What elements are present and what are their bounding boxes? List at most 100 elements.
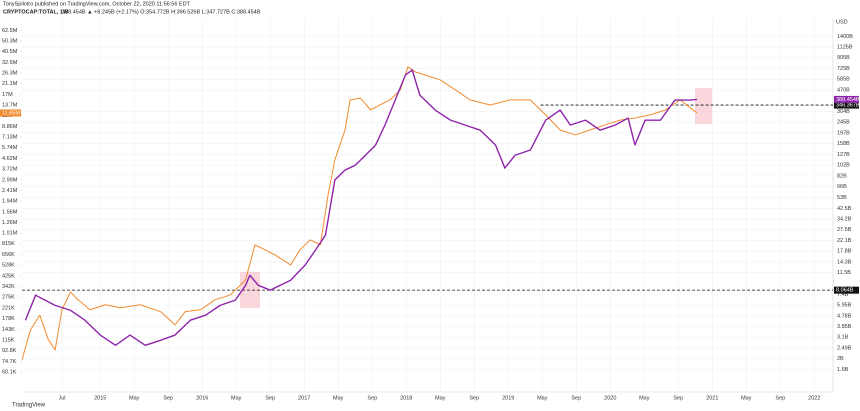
y-tick-label: 60.1K [2,369,17,375]
y2-tick-label: 3.85B [837,324,852,330]
y2-tick-label: 3.1B [837,335,849,341]
y2-tick-label: 66B [837,184,847,190]
x-tick-label: 2021 [706,395,718,401]
y-tick-label: 5.74M [2,145,18,151]
x-tick-label: May [333,395,344,401]
x-tick-label: Jul [58,395,65,401]
y2-tick-label: 17.8B [837,249,852,255]
x-tick-label: Sep [163,395,173,401]
y-tick-label: 17M [2,92,13,98]
y2-tick-label: 470B [837,87,850,93]
y2-tick-label: 4.78B [837,313,852,319]
series-line [24,69,698,347]
y2-unit: USD [836,19,848,25]
y-tick-label: 1.01M [2,231,18,237]
x-tick-label: 2016 [196,395,208,401]
x-tick-label: 2022 [808,395,820,401]
x-tick-label: 2020 [604,395,616,401]
series-line [21,66,698,361]
x-tick-label: 2019 [502,395,514,401]
y2-tick-label: 7.4B [837,292,849,298]
y2-tick-label: 34.2B [837,216,852,222]
y-tick-label: 342K [2,284,15,290]
y-tick-label: 221K [2,305,15,311]
y2-tick-label: 127B [837,152,850,158]
x-tick-label: 2017 [298,395,310,401]
y2-tick-label: 5.95B [837,303,852,309]
y-tick-label: 7.13M [2,135,18,141]
y-tick-label: 815K [2,241,15,247]
y2-tick-label: 725B [837,66,850,72]
y-tick-label: 26.3M [2,70,18,76]
y2-tick-label: 585B [837,77,850,83]
y-tick-label: 50.3M [2,38,18,44]
y2-tick-label: 22.1B [837,238,852,244]
x-tick-label: May [741,395,752,401]
y-tick-label: 1.56M [2,209,18,215]
price-label: 346.367B [836,103,860,109]
x-tick-label: 2018 [400,395,412,401]
price-label-box [834,101,859,109]
publisher: TonySpilotro published on TradingView.co… [3,1,191,7]
x-tick-label: May [537,395,548,401]
y-tick-label: 425K [2,273,15,279]
last-value-box [834,95,859,103]
y2-tick-label: 82B [837,173,847,179]
y2-tick-label: 1125B [837,45,853,51]
y2-tick-label: 27.5B [837,227,852,233]
y2-tick-label: 1.6B [837,367,849,373]
x-tick-label: May [129,395,140,401]
x-tick-label: May [639,395,650,401]
y2-tick-label: 42.5B [837,206,852,212]
x-tick-label: May [435,395,446,401]
x-tick-label: Sep [775,395,785,401]
y-tick-label: 2.99M [2,177,18,183]
y2-tick-label: 14.3B [837,259,852,265]
y2-tick-label: 11.5B [837,270,851,276]
x-tick-label: Sep [571,395,581,401]
y-tick-label: 275K [2,295,15,301]
y-tick-label: 32.6M [2,60,18,66]
y-tick-label: 74.7K [2,359,17,365]
y-tick-label: 178K [2,316,15,322]
y2-tick-label: 2.49B [837,345,852,351]
y-tick-label: 1.26M [2,220,18,226]
y-tick-label: 40.5M [2,49,18,55]
y2-tick-label: 102B [837,163,850,169]
footer: TradingView [12,403,46,409]
y2-tick-label: 158B [837,141,850,147]
y-tick-label: 21.1M [2,81,18,87]
last-value-label: 388.454B [836,97,860,103]
last-value-box [0,109,21,117]
x-tick-label: Sep [673,395,683,401]
highlight-box [695,88,712,124]
x-tick-label: Sep [367,395,377,401]
x-tick-label: Sep [469,395,479,401]
y2-tick-label: 53B [837,195,847,201]
price-label: 8.064B [836,288,854,294]
x-tick-label: 2015 [94,395,106,401]
x-tick-label: May [231,395,242,401]
y2-tick-label: 245B [837,120,850,126]
last-value-label: 11.65M [2,110,20,116]
y-tick-label: 528K [2,263,15,269]
y-tick-label: 4.62M [2,156,18,162]
y2-tick-label: 197B [837,130,850,136]
y-tick-label: 8.86M [2,124,18,130]
x-tick-label: Sep [265,395,275,401]
y2-tick-label: 905B [837,55,850,61]
y-tick-label: 656K [2,252,15,258]
y-tick-label: 1.94M [2,199,18,205]
price-label-box [834,286,859,294]
y-tick-label: 115K [2,338,15,344]
y-tick-label: 13.7M [2,102,18,108]
y2-tick-label: 1400B [837,34,853,40]
y-tick-label: 3.72M [2,167,18,173]
y2-tick-label: 2B [837,356,844,362]
y-tick-label: 62.5M [2,28,18,34]
y2-tick-label: 304B [837,109,850,115]
chart-title: CRYPTOCAP:TOTAL, 1W [3,9,69,15]
y-tick-label: 2.41M [2,188,18,194]
